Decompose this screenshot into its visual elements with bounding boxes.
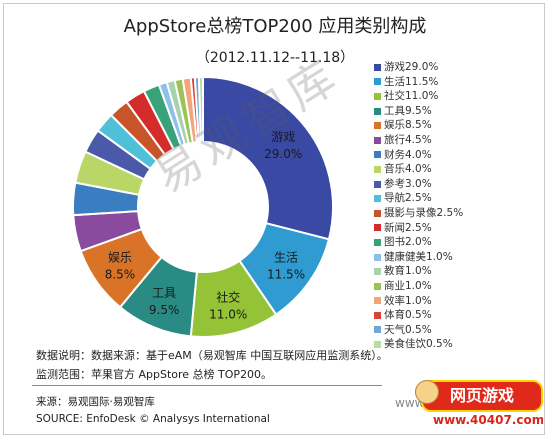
legend-swatch <box>374 136 381 144</box>
brand-name: 网页游戏 <box>423 382 541 410</box>
legend-label: 健康健美1.0% <box>384 250 453 263</box>
legend-swatch <box>374 92 381 100</box>
legend-label: 教育1.0% <box>384 265 432 278</box>
legend-label: 游戏29.0% <box>384 61 439 73</box>
slice-label-name: 游戏 <box>271 130 295 144</box>
legend-swatch <box>374 195 381 203</box>
legend-item: 教育1.0% <box>374 264 544 279</box>
legend-swatch <box>374 78 381 86</box>
legend-swatch <box>374 63 381 71</box>
notes-data-source: 数据说明：数据来源：基于eAM（易观智库 中国互联网应用监测系统）。 <box>36 349 388 362</box>
mascot-icon <box>415 380 439 404</box>
legend-label: 摄影与录像2.5% <box>384 206 464 219</box>
donut-slice-20 <box>197 75 204 144</box>
legend-swatch <box>374 165 381 173</box>
legend-item: 旅行4.5% <box>374 133 544 148</box>
legend-item: 导航2.5% <box>374 191 544 206</box>
legend-label: 导航2.5% <box>384 192 432 205</box>
legend-item: 商业1.0% <box>374 279 544 294</box>
legend-label: 财务4.0% <box>384 148 432 161</box>
legend-label: 新闻2.5% <box>384 221 432 234</box>
legend-item: 社交11.0% <box>374 89 544 104</box>
legend-label: 效率1.0% <box>384 294 432 307</box>
slice-label-name: 工具 <box>152 286 176 300</box>
slice-label-value: 8.5% <box>105 267 136 281</box>
legend-label: 娱乐8.5% <box>384 119 432 132</box>
legend-swatch <box>374 151 381 159</box>
donut-slice-1 <box>202 75 334 241</box>
legend-swatch <box>374 282 381 290</box>
source-en: SOURCE: EnfoDesk © Analysys Internationa… <box>36 413 270 425</box>
divider <box>32 385 382 386</box>
legend-item: 财务4.0% <box>374 148 544 163</box>
slice-label-name: 娱乐 <box>108 250 132 264</box>
legend-label: 参考3.0% <box>384 177 432 190</box>
chart-legend: 游戏29.0% 生活11.5% 社交11.0% 工具9.5% 娱乐8.5% 旅行4.5% 财… <box>374 60 544 352</box>
legend-item: 生活11.5% <box>374 75 544 90</box>
legend-swatch <box>374 326 381 334</box>
slice-label-value: 11.0% <box>209 307 247 321</box>
legend-item: 娱乐8.5% <box>374 118 544 133</box>
legend-item: 参考3.0% <box>374 177 544 192</box>
site-brand-logo[interactable]: 网页游戏 www.40407.com <box>415 380 543 432</box>
legend-swatch <box>374 180 381 188</box>
legend-swatch <box>374 224 381 232</box>
legend-item: 健康健美1.0% <box>374 250 544 265</box>
brand-url: www.40407.com <box>433 413 543 427</box>
notes-scope: 监测范围：苹果官方 AppStore 总榜 TOP200。 <box>36 368 273 381</box>
slice-label-name: 社交 <box>216 289 240 304</box>
legend-swatch <box>374 107 381 115</box>
slice-label-value: 9.5% <box>149 303 180 317</box>
legend-item: 音乐4.0% <box>374 162 544 177</box>
legend-swatch <box>374 297 381 305</box>
slice-label-name: 生活 <box>274 250 298 264</box>
legend-swatch <box>374 209 381 217</box>
chart-subtitle: （2012.11.12--11.18） <box>195 50 355 66</box>
legend-swatch <box>374 122 381 130</box>
legend-item: 游戏29.0% <box>374 60 544 75</box>
legend-label: 音乐4.0% <box>384 163 432 176</box>
legend-label: 社交11.0% <box>384 90 439 103</box>
slice-label-value: 11.5% <box>267 267 305 281</box>
legend-label: 美食佳饮0.5% <box>384 338 453 351</box>
legend-item: 新闻2.5% <box>374 221 544 236</box>
legend-label: 旅行4.5% <box>384 133 432 146</box>
slice-label-value: 29.0% <box>264 147 302 161</box>
legend-swatch <box>374 311 381 319</box>
legend-swatch <box>374 268 381 276</box>
legend-label: 工具9.5% <box>384 104 432 117</box>
legend-item: 图书2.0% <box>374 235 544 250</box>
legend-item: 天气0.5% <box>374 323 544 338</box>
legend-swatch <box>374 341 381 349</box>
chart-title: AppStore总榜TOP200 应用类别构成 <box>123 16 427 37</box>
legend-item: 体育0.5% <box>374 308 544 323</box>
legend-label: 天气0.5% <box>384 323 432 336</box>
source-cn: 来源：易观国际·易观智库 <box>36 396 155 408</box>
legend-item: 效率1.0% <box>374 294 544 309</box>
legend-item: 工具9.5% <box>374 104 544 119</box>
legend-label: 图书2.0% <box>384 236 432 249</box>
source-block: 来源：易观国际·易观智库 SOURCE: EnfoDesk © Analysys… <box>36 394 270 428</box>
legend-label: 商业1.0% <box>384 279 432 292</box>
legend-label: 体育0.5% <box>384 309 432 322</box>
legend-item: 美食佳饮0.5% <box>374 337 544 352</box>
legend-swatch <box>374 253 381 261</box>
legend-item: 摄影与录像2.5% <box>374 206 544 221</box>
legend-swatch <box>374 238 381 246</box>
data-notes: 数据说明：数据来源：基于eAM（易观智库 中国互联网应用监测系统）。 监测范围：… <box>36 346 388 384</box>
legend-label: 生活11.5% <box>384 75 439 88</box>
